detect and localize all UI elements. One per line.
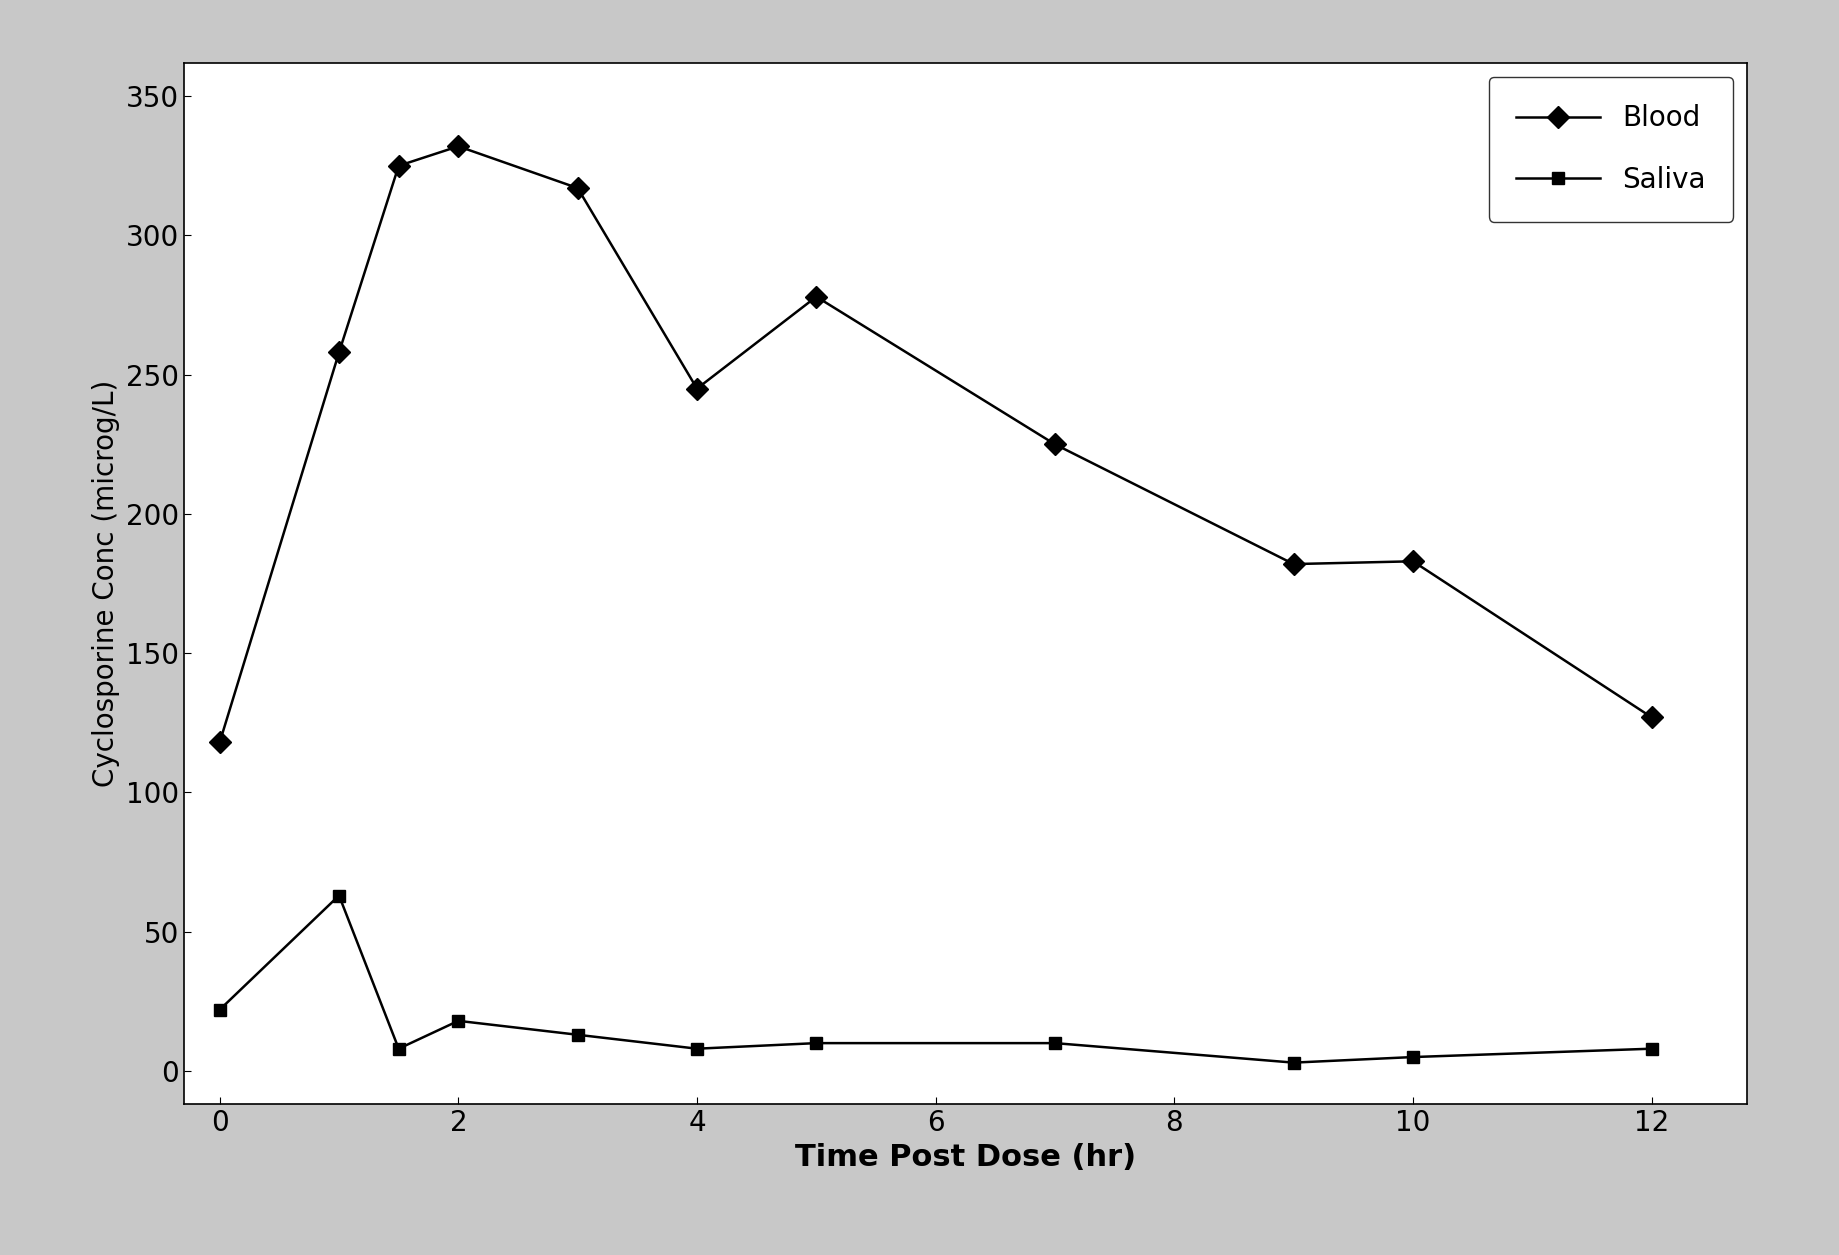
Saliva bbox=[1045, 1035, 1067, 1050]
Saliva bbox=[208, 1003, 230, 1018]
Saliva bbox=[447, 1013, 469, 1028]
Legend: Blood, Saliva: Blood, Saliva bbox=[1488, 77, 1732, 222]
Line: Saliva: Saliva bbox=[213, 890, 1657, 1069]
Line: Blood: Blood bbox=[211, 138, 1659, 750]
Blood bbox=[686, 382, 708, 397]
Blood bbox=[388, 158, 410, 173]
Saliva bbox=[1282, 1055, 1304, 1071]
Saliva bbox=[566, 1028, 588, 1043]
Blood bbox=[1401, 553, 1423, 569]
Saliva bbox=[1401, 1049, 1423, 1064]
Blood bbox=[1045, 437, 1067, 452]
Blood bbox=[1282, 556, 1304, 571]
Y-axis label: Cyclosporine Conc (microg/L): Cyclosporine Conc (microg/L) bbox=[92, 380, 120, 787]
Blood bbox=[805, 289, 828, 304]
Saliva bbox=[388, 1042, 410, 1057]
Blood bbox=[566, 181, 588, 196]
Saliva bbox=[686, 1042, 708, 1057]
X-axis label: Time Post Dose (hr): Time Post Dose (hr) bbox=[794, 1143, 1137, 1172]
Blood bbox=[447, 139, 469, 154]
Blood bbox=[1640, 710, 1662, 725]
Blood bbox=[327, 345, 349, 360]
Blood bbox=[208, 734, 230, 749]
Saliva bbox=[327, 889, 349, 904]
Saliva bbox=[805, 1035, 828, 1050]
Saliva bbox=[1640, 1042, 1662, 1057]
